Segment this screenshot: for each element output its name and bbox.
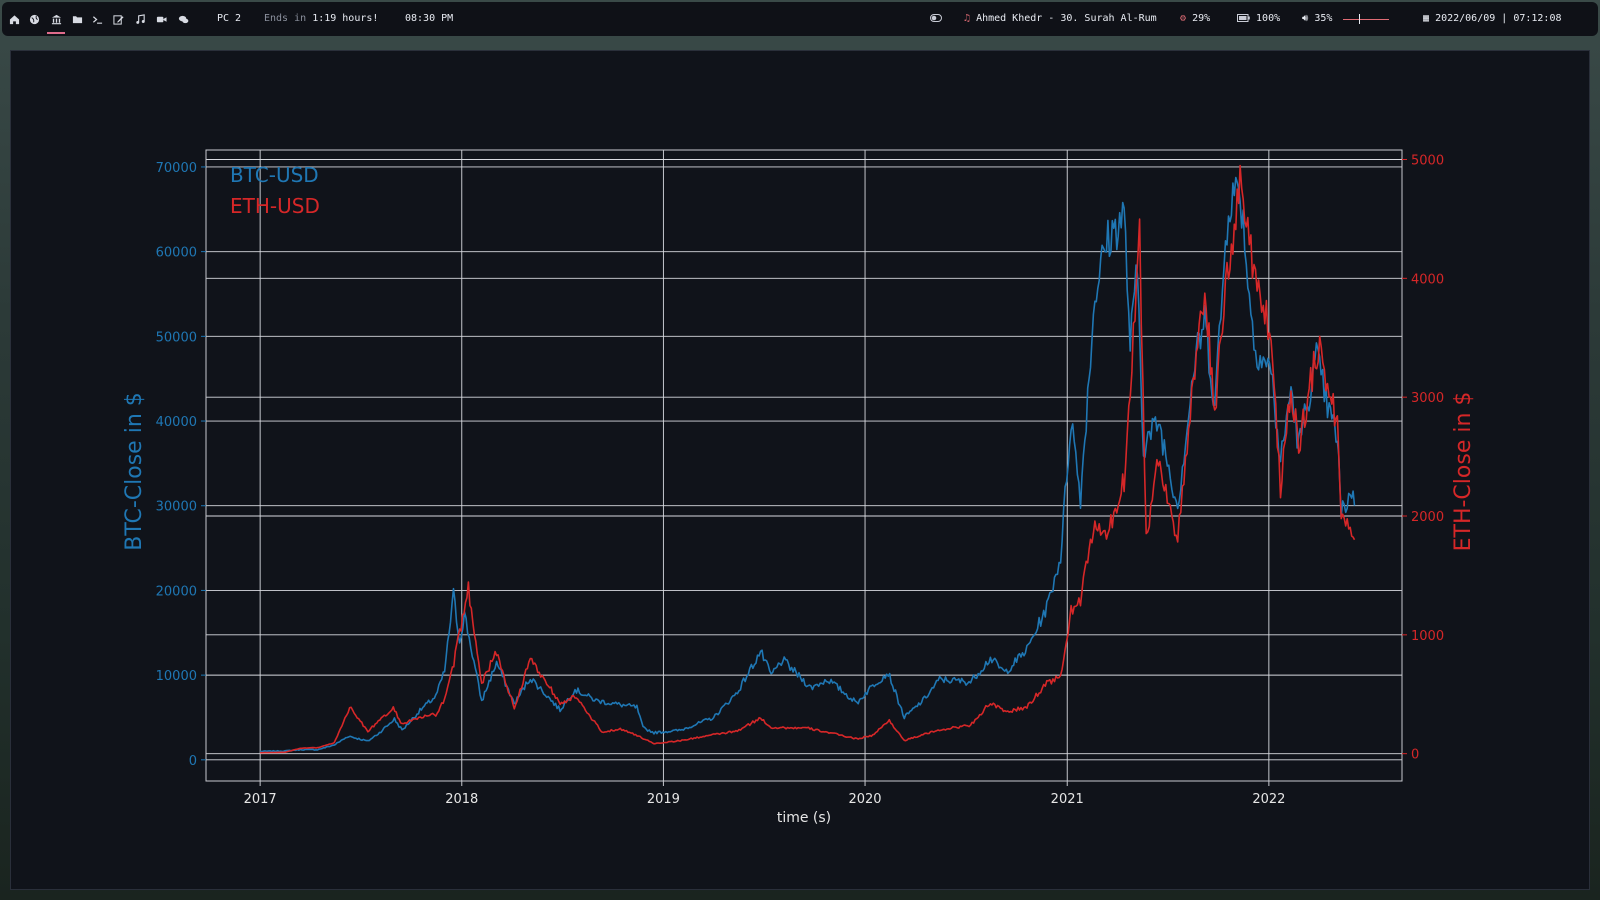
series-line-btc-usd	[259, 176, 1356, 753]
now-playing[interactable]: ♫ Ahmed Khedr - 30. Surah Al-Rum	[964, 2, 1157, 36]
series-line-eth-usd	[260, 164, 1356, 754]
y-left-tick-label: 50000	[156, 330, 197, 345]
plot-area-frame	[205, 149, 1403, 782]
legend-entry-btc: BTC-USD	[230, 163, 319, 187]
y-left-tick-label: 30000	[156, 500, 197, 515]
y-left-tick-label: 40000	[156, 415, 197, 430]
battery-value: 100%	[1256, 13, 1281, 24]
ends-prefix: Ends in	[264, 13, 307, 24]
workspace-button-7[interactable]	[131, 2, 149, 36]
chat-icon	[178, 15, 188, 23]
battery-indicator: 100%	[1237, 2, 1280, 36]
volume-indicator[interactable]: 🔊︎ 35%	[1302, 2, 1332, 36]
cpu-icon: ⚙	[1180, 13, 1187, 24]
workspace-button-9[interactable]	[174, 2, 192, 36]
y-right-tick-label: 3000	[1411, 391, 1444, 406]
legend-entry-eth: ETH-USD	[230, 194, 320, 218]
calendar-icon: ▦	[1423, 13, 1430, 24]
globe-icon	[29, 14, 39, 24]
folder-icon	[72, 15, 82, 23]
ends-value: 1:19 hours!	[312, 13, 379, 24]
workspace-button-8[interactable]	[152, 2, 170, 36]
workspace-button-1[interactable]	[5, 2, 23, 36]
cpu-indicator: ⚙ 29%	[1180, 2, 1210, 36]
terminal-icon	[92, 15, 102, 24]
workspace-button-3[interactable]	[47, 2, 65, 36]
y-right-tick-label: 4000	[1411, 272, 1444, 287]
x-tick-label: 2021	[1051, 792, 1084, 807]
y-axis-label-left: BTC-Close in $	[122, 392, 147, 551]
x-axis-label: time (s)	[777, 810, 831, 826]
bank-icon	[51, 14, 61, 24]
workspace-button-6[interactable]	[109, 2, 127, 36]
y-left-tick-label: 10000	[156, 669, 197, 684]
session-timer: Ends in 1:19 hours!	[264, 2, 378, 36]
music-note-icon: ♫	[964, 13, 971, 24]
volume-value: 35%	[1314, 13, 1333, 24]
y-left-tick-label: 70000	[156, 161, 197, 176]
y-right-tick-label: 1000	[1411, 629, 1444, 644]
volume-slider-knob[interactable]	[1359, 14, 1361, 24]
y-axis-label-right: ETH-Close in $	[1451, 392, 1476, 552]
workspace-button-5[interactable]	[88, 2, 106, 36]
date-time-value: 2022/06/09 | 07:12:08	[1435, 13, 1562, 24]
y-left-tick-label: 20000	[156, 584, 197, 599]
y-left-tick-label: 0	[189, 754, 197, 769]
pc-label: PC 2	[217, 13, 242, 24]
y-left-tick-label: 60000	[156, 246, 197, 261]
x-tick-label: 2017	[244, 792, 277, 807]
y-right-tick-label: 5000	[1411, 154, 1444, 169]
battery-icon	[1237, 14, 1250, 22]
x-tick-label: 2020	[848, 792, 881, 807]
y-right-tick-label: 0	[1411, 748, 1419, 763]
plot-window: 2017 2018 2019 2020 2021 2022 0 10000 20000 30000…	[10, 50, 1590, 890]
toggle-icon[interactable]	[930, 2, 942, 36]
date-time: ▦ 2022/06/09 | 07:12:08	[1423, 2, 1562, 36]
y-right-tick-label: 2000	[1411, 510, 1444, 525]
dual-axis-line-chart: 2017 2018 2019 2020 2021 20220100002000030000…	[122, 149, 1476, 826]
workspace-button-2[interactable]	[25, 2, 43, 36]
cpu-value: 29%	[1192, 13, 1211, 24]
top-status-bar: PC 2 Ends in 1:19 hours! 08:30 PM ♫ Ahme…	[2, 2, 1598, 36]
x-tick-label: 2019	[647, 792, 680, 807]
home-icon	[9, 14, 19, 24]
video-icon	[156, 16, 167, 22]
workspace-button-4[interactable]	[68, 2, 86, 36]
x-tick-label: 2022	[1252, 792, 1285, 807]
edit-icon	[112, 14, 124, 25]
music-icon	[135, 13, 145, 24]
speaker-icon: 🔊︎	[1302, 13, 1309, 24]
clock-time: 08:30 PM	[405, 13, 454, 24]
now-playing-text: Ahmed Khedr - 30. Surah Al-Rum	[976, 13, 1157, 24]
volume-slider[interactable]	[1343, 19, 1389, 20]
x-tick-label: 2018	[445, 792, 478, 807]
